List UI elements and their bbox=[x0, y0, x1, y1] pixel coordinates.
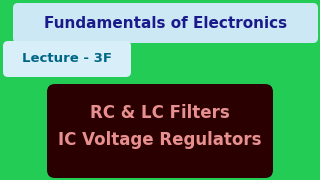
Text: RC & LC Filters: RC & LC Filters bbox=[90, 104, 230, 122]
FancyBboxPatch shape bbox=[13, 3, 318, 43]
FancyBboxPatch shape bbox=[3, 41, 131, 77]
Text: IC Voltage Regulators: IC Voltage Regulators bbox=[58, 131, 262, 149]
Text: Fundamentals of Electronics: Fundamentals of Electronics bbox=[44, 15, 288, 30]
Text: Lecture - 3F: Lecture - 3F bbox=[22, 53, 112, 66]
FancyBboxPatch shape bbox=[47, 84, 273, 178]
